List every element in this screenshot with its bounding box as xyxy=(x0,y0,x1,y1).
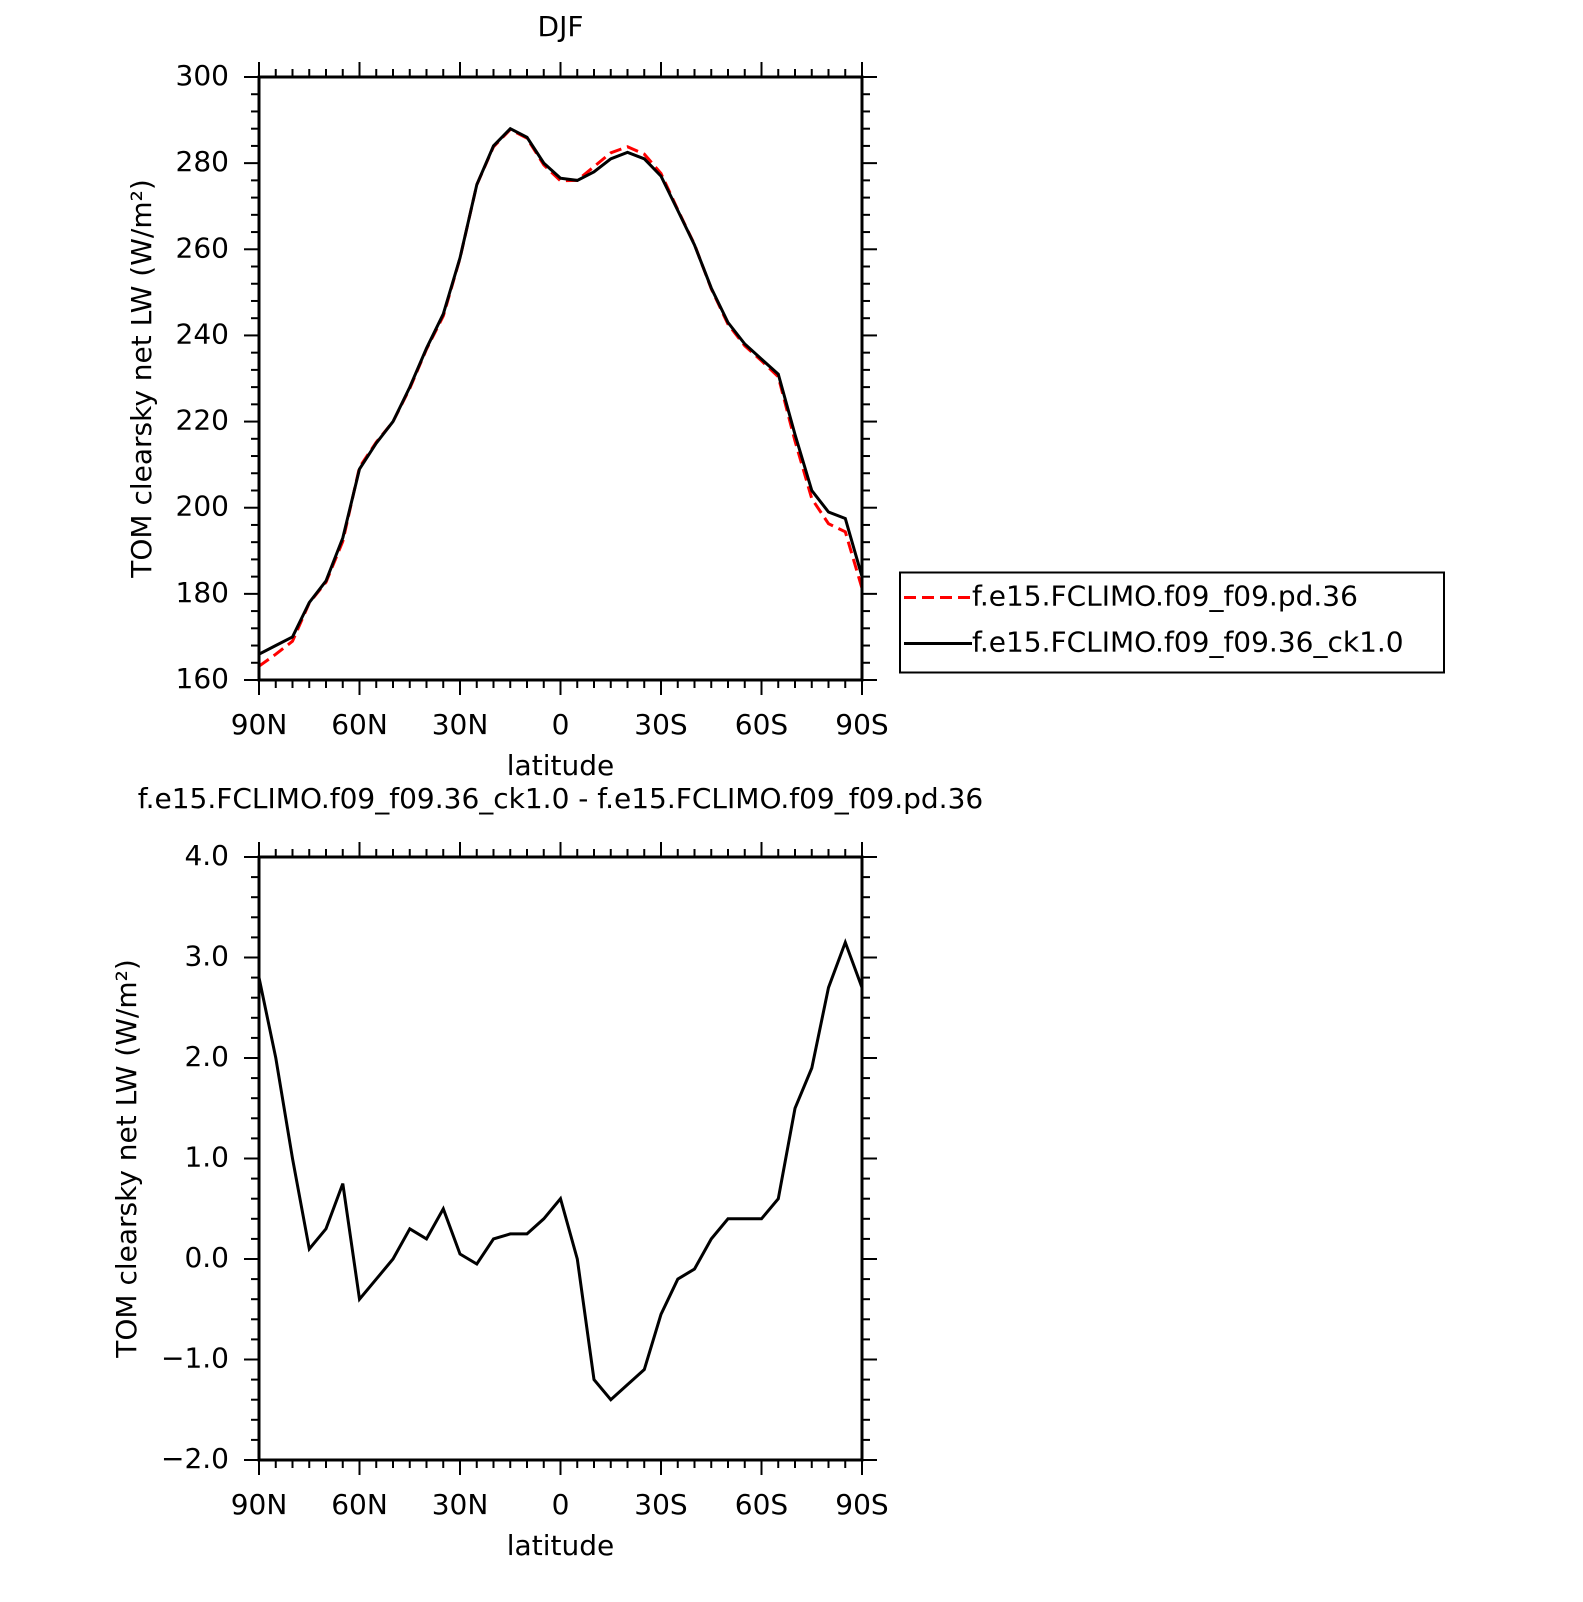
y-tick-label: 2.0 xyxy=(184,1040,229,1073)
y-tick-label: 180 xyxy=(176,576,229,609)
data-line xyxy=(258,127,864,668)
x-tick-label: 0 xyxy=(552,1488,570,1521)
y-tick-label: 4.0 xyxy=(184,839,229,872)
chart-title: DJF xyxy=(538,10,584,43)
x-tick-label: 30S xyxy=(634,708,687,741)
legend-label: f.e15.FCLIMO.f09_f09.pd.36 xyxy=(972,580,1358,613)
data-line xyxy=(257,938,864,1402)
data-line xyxy=(258,126,864,656)
x-tick-label: 60S xyxy=(735,1488,788,1521)
x-axis-label: latitude xyxy=(507,749,614,782)
y-axis-label: TOM clearsky net LW (W/m²) xyxy=(110,959,143,1358)
plot-frame xyxy=(257,855,864,1462)
x-tick-label: 90S xyxy=(835,1488,888,1521)
y-tick-label: 300 xyxy=(176,59,229,92)
x-tick-label: 30S xyxy=(634,1488,687,1521)
y-axis-label: TOM clearsky net LW (W/m²) xyxy=(125,179,158,578)
y-tick-label: 260 xyxy=(176,231,229,264)
y-tick-label: 160 xyxy=(176,662,229,695)
x-tick-label: 60N xyxy=(331,708,388,741)
y-tick-label: 220 xyxy=(176,404,229,437)
chart-title: f.e15.FCLIMO.f09_f09.36_ck1.0 - f.e15.FC… xyxy=(138,782,983,815)
x-tick-label: 90N xyxy=(231,708,288,741)
y-tick-label: −2.0 xyxy=(161,1442,229,1475)
legend-box xyxy=(899,571,1445,674)
y-tick-label: 280 xyxy=(176,145,229,178)
x-tick-label: 30N xyxy=(432,1488,489,1521)
y-tick-label: 3.0 xyxy=(184,940,229,973)
y-tick-label: 0.0 xyxy=(184,1241,229,1274)
x-axis-label: latitude xyxy=(507,1529,614,1562)
x-tick-label: 60S xyxy=(735,708,788,741)
y-tick-label: 200 xyxy=(176,490,229,523)
x-tick-label: 90N xyxy=(231,1488,288,1521)
x-tick-label: 0 xyxy=(552,708,570,741)
y-tick-label: −1.0 xyxy=(161,1342,229,1375)
plot-frame xyxy=(257,75,864,682)
x-tick-label: 60N xyxy=(331,1488,388,1521)
legend-label: f.e15.FCLIMO.f09_f09.36_ck1.0 xyxy=(972,626,1404,659)
x-tick-label: 90S xyxy=(835,708,888,741)
y-tick-label: 1.0 xyxy=(184,1141,229,1174)
y-tick-label: 240 xyxy=(176,317,229,350)
x-tick-label: 30N xyxy=(432,708,489,741)
